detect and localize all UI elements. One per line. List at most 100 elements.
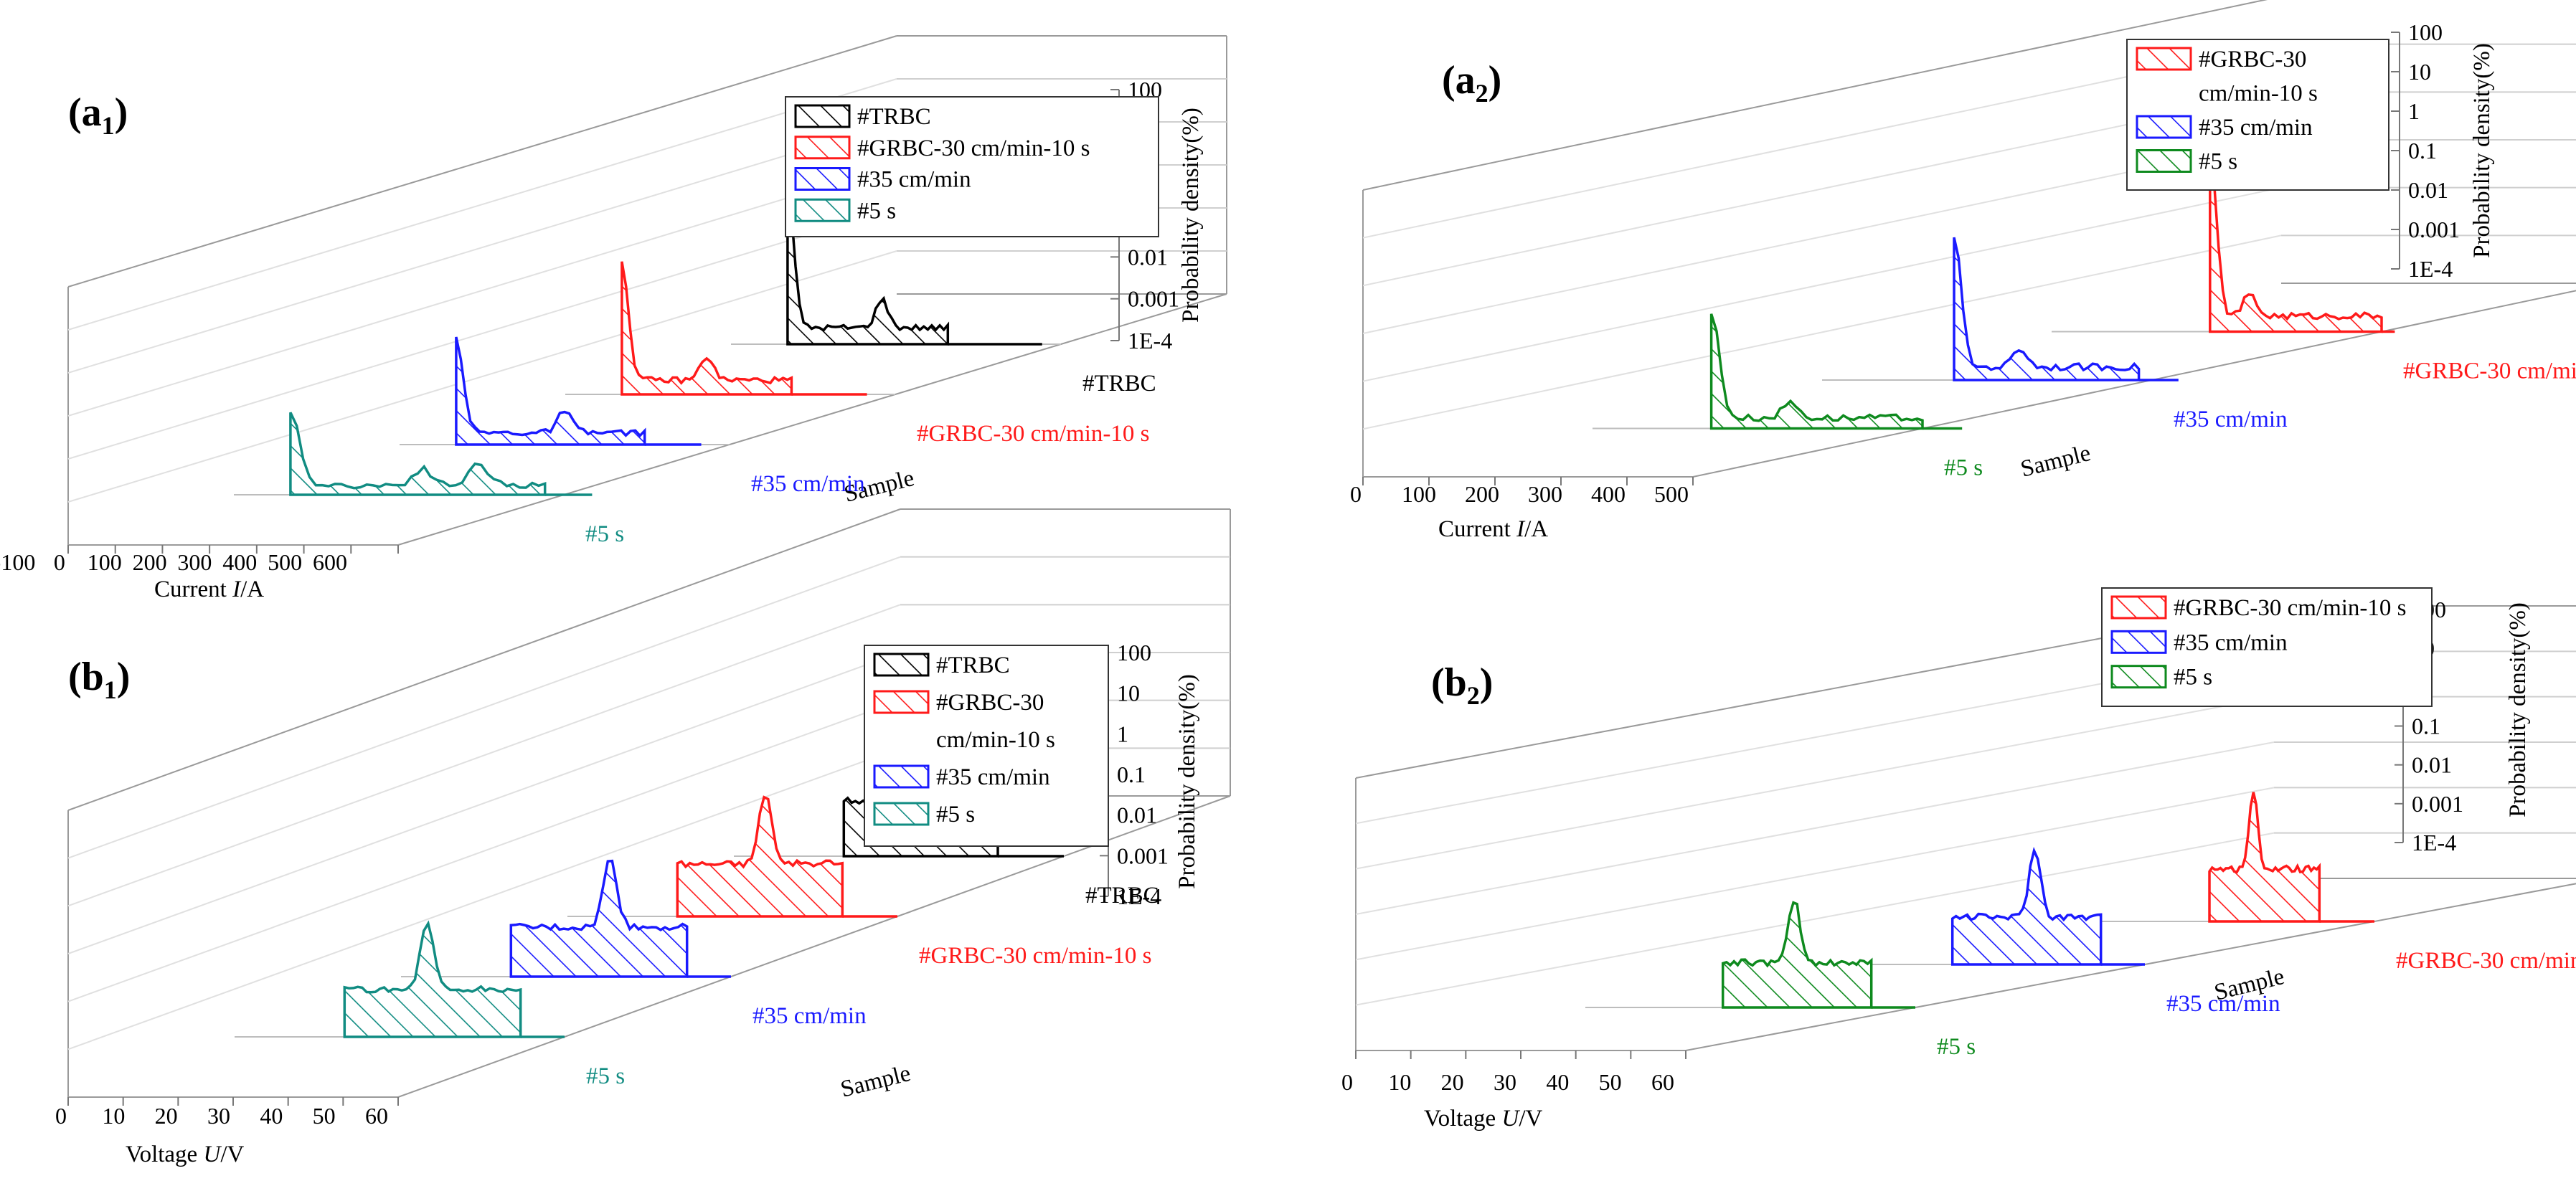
sample-label: #5 s bbox=[1944, 455, 1983, 481]
series-1: #35 cm/min bbox=[509, 859, 867, 1029]
legend-item: cm/min-10 s bbox=[2199, 81, 2318, 107]
series-area bbox=[1721, 901, 1873, 1009]
legend-item: #5 s bbox=[936, 802, 975, 827]
legend-item: #5 s bbox=[2199, 149, 2237, 175]
legend-swatch bbox=[873, 764, 930, 789]
legend-item: #GRBC-30 bbox=[2199, 47, 2306, 72]
x-tick-labels: 0 100 200 300 400 500 bbox=[1350, 477, 1694, 507]
x-tick-label: 30 bbox=[1494, 1069, 1516, 1095]
gridline bbox=[1355, 741, 2275, 915]
gridline bbox=[1355, 696, 2275, 870]
z-tick-label: 0.001 bbox=[1128, 286, 1179, 312]
legend-swatch bbox=[2110, 630, 2167, 654]
series-area bbox=[1709, 313, 1924, 430]
x-axis-title: Voltage U/V bbox=[126, 1142, 244, 1167]
series-1: #35 cm/min bbox=[455, 336, 865, 497]
frame-edge bbox=[67, 35, 897, 288]
series-0: #5 s bbox=[343, 920, 625, 1089]
legend-item: #35 cm/min bbox=[857, 167, 971, 193]
legend-item: cm/min-10 s bbox=[936, 727, 1055, 753]
panel-b1: (b1) 0 10 20 30 40 50 60 Voltage U/V 100 10 1 0.1 0.0… bbox=[55, 508, 1231, 1167]
z-tick-label: 10 bbox=[1117, 680, 1140, 706]
frame-edge bbox=[67, 508, 901, 811]
series-0: #5 s bbox=[1721, 901, 1976, 1060]
legend-item: #GRBC-30 bbox=[936, 690, 1044, 716]
x-tick-label: 100 bbox=[1402, 481, 1436, 507]
series-2: #GRBC-30 cm/min-10 s bbox=[2209, 173, 2576, 384]
x-tick-label: 40 bbox=[1546, 1069, 1569, 1095]
gridline bbox=[67, 652, 901, 954]
series-0: #5 s bbox=[1709, 313, 1983, 481]
sample-label: #35 cm/min bbox=[2166, 991, 2280, 1017]
sample-label: #5 s bbox=[586, 1063, 625, 1089]
z-tick-label: 1E-4 bbox=[1128, 328, 1172, 354]
z-tick-label: 100 bbox=[2408, 19, 2443, 45]
series-area bbox=[1950, 847, 2103, 966]
legend-item: #35 cm/min bbox=[936, 764, 1050, 790]
series-area bbox=[1953, 237, 2141, 381]
legend-item: #5 s bbox=[857, 198, 896, 224]
x-tick-label: 0 bbox=[54, 549, 65, 575]
sample-label: #GRBC-30 cm/min-10 s bbox=[2403, 359, 2576, 384]
legend: #TRBC #GRBC-30 cm/min-10 s #35 cm/min #5 s bbox=[785, 96, 1159, 237]
x-axis-title: Current I/A bbox=[154, 577, 264, 602]
z-tick-label: 0.001 bbox=[1117, 843, 1169, 868]
z-tick-label: 0.01 bbox=[2408, 177, 2448, 203]
series-area bbox=[2209, 173, 2383, 333]
panel-label: (a1) bbox=[68, 90, 128, 140]
gridline bbox=[1355, 832, 2275, 1006]
legend-item: #35 cm/min bbox=[2174, 630, 2288, 655]
z-tick-label: 1 bbox=[2408, 98, 2420, 124]
legend-swatch bbox=[794, 198, 851, 222]
legend-swatch bbox=[873, 653, 930, 677]
legend: #TRBC #GRBC-30 cm/min-10 s #35 cm/min #5 s bbox=[864, 645, 1109, 847]
legend-swatch bbox=[794, 167, 851, 191]
z-tick-label: 1E-4 bbox=[2412, 830, 2456, 855]
x-tick-label: 50 bbox=[313, 1103, 336, 1129]
series-area bbox=[343, 920, 522, 1038]
x-tick-labels: -100 0 100 200 300 400 500 600 bbox=[0, 545, 399, 575]
gridline bbox=[1355, 787, 2275, 961]
x-tick-label: 600 bbox=[313, 549, 347, 575]
sample-label: #GRBC-30 cm/min-10 s bbox=[2396, 948, 2576, 974]
x-tick-label: 500 bbox=[1654, 481, 1689, 507]
sample-label: #TRBC bbox=[1085, 883, 1159, 909]
legend-swatch bbox=[794, 136, 851, 160]
gridline bbox=[1362, 234, 2282, 430]
legend-swatch bbox=[2110, 595, 2167, 620]
series-area bbox=[509, 859, 689, 978]
z-tick-label: 0.01 bbox=[1128, 244, 1168, 270]
depth-axis-title: Sample bbox=[2018, 440, 2093, 483]
z-tick-label: 1E-4 bbox=[2408, 256, 2453, 282]
series-area bbox=[2208, 792, 2321, 923]
sample-label: #5 s bbox=[585, 521, 624, 547]
panel-label: (b2) bbox=[1431, 660, 1493, 710]
legend-swatch bbox=[873, 802, 930, 826]
z-tick-labels: 100 10 1 0.1 0.01 0.001 1E-4 bbox=[1100, 640, 1169, 909]
sample-label: #35 cm/min bbox=[2174, 407, 2288, 432]
z-tick-label: 0.1 bbox=[2408, 138, 2437, 163]
legend-swatch bbox=[2110, 665, 2167, 689]
legend-swatch bbox=[2136, 115, 2192, 139]
z-tick-label: 0.1 bbox=[2412, 713, 2440, 739]
x-tick-label: 100 bbox=[88, 549, 122, 575]
x-axis-title: Voltage U/V bbox=[1424, 1106, 1542, 1132]
x-tick-label: 60 bbox=[1651, 1069, 1674, 1095]
legend-swatch bbox=[873, 690, 930, 714]
gridline bbox=[67, 164, 897, 417]
x-tick-label: 40 bbox=[260, 1103, 283, 1129]
gridline bbox=[1362, 186, 2282, 382]
panel-label: (b1) bbox=[68, 655, 130, 704]
legend-item: #GRBC-30 cm/min-10 s bbox=[2174, 595, 2407, 621]
gridline bbox=[67, 699, 901, 1002]
frame-edge bbox=[1362, 0, 2268, 191]
gridline bbox=[67, 747, 901, 1050]
series-2: #GRBC-30 cm/min-10 s bbox=[676, 795, 1152, 969]
x-tick-label: -100 bbox=[0, 549, 35, 575]
series-2: #GRBC-30 cm/min-10 s bbox=[621, 261, 1150, 447]
x-tick-label: 10 bbox=[1388, 1069, 1411, 1095]
gridline bbox=[67, 207, 897, 460]
